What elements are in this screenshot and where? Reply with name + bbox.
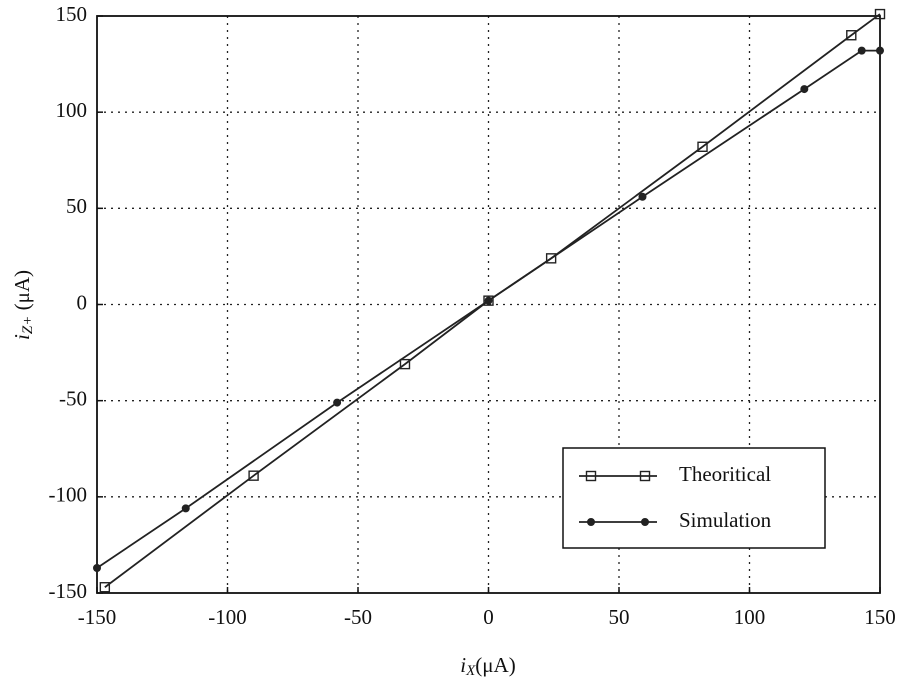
data-point <box>800 85 809 94</box>
y-tick-label: -150 <box>49 579 88 603</box>
x-tick-label: 150 <box>864 605 896 629</box>
data-point <box>876 46 884 55</box>
data-point <box>99 582 111 593</box>
y-tick-label: 150 <box>56 2 88 26</box>
data-point <box>399 358 411 370</box>
x-tick-label: 0 <box>483 605 494 629</box>
y-tick-label: 100 <box>56 98 88 122</box>
legend-marker <box>641 518 649 526</box>
legend-marker <box>585 470 597 482</box>
y-tick-label: -50 <box>59 386 87 410</box>
data-point <box>484 296 493 305</box>
data-point <box>93 563 101 572</box>
data-point <box>333 398 342 407</box>
y-tick-label: 50 <box>66 194 87 218</box>
x-tick-label: -150 <box>78 605 117 629</box>
x-tick-label: 50 <box>609 605 630 629</box>
series-line <box>96 49 880 569</box>
legend-box <box>562 447 826 549</box>
y-tick-label: -100 <box>49 483 88 507</box>
data-point <box>846 30 857 41</box>
data-point <box>638 192 647 201</box>
legend-marker <box>639 470 651 482</box>
x-tick-label: -100 <box>208 605 247 629</box>
y-axis-label: iZ+ (μA) <box>10 270 37 340</box>
plot-frame <box>96 15 881 594</box>
legend-label: Simulation <box>679 508 772 532</box>
legend-label: Theoritical <box>679 462 771 486</box>
x-tick-label: -50 <box>344 605 372 629</box>
data-point <box>545 253 557 264</box>
data-point <box>857 46 866 55</box>
x-axis-label: iX(μA) <box>460 653 515 680</box>
y-tick-label: 0 <box>77 290 88 314</box>
legend-marker <box>587 518 595 526</box>
data-point <box>697 141 708 152</box>
data-point <box>181 504 190 513</box>
data-point <box>248 470 259 481</box>
data-point <box>483 295 494 306</box>
data-point <box>874 8 886 20</box>
x-tick-label: 100 <box>734 605 766 629</box>
